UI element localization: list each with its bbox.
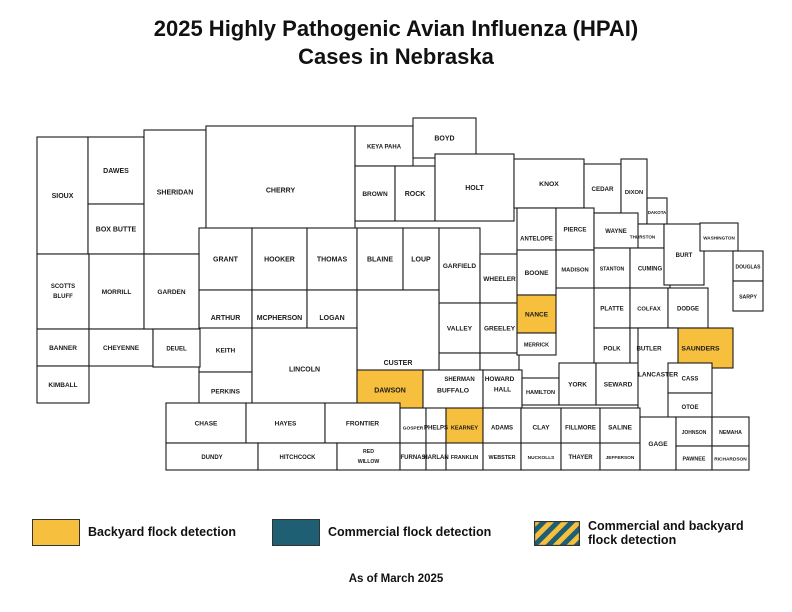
- svg-text:WASHINGTON: WASHINGTON: [703, 236, 735, 241]
- svg-text:CUSTER: CUSTER: [384, 360, 413, 367]
- svg-text:CHEYENNE: CHEYENNE: [103, 345, 140, 352]
- svg-text:YORK: YORK: [568, 382, 587, 389]
- svg-text:BLUFF: BLUFF: [53, 294, 73, 300]
- svg-text:RICHARDSON: RICHARDSON: [714, 457, 747, 463]
- svg-text:CLAY: CLAY: [532, 425, 550, 432]
- svg-text:DAKOTA: DAKOTA: [648, 210, 667, 215]
- svg-text:DUNDY: DUNDY: [201, 455, 222, 461]
- svg-text:BANNER: BANNER: [49, 345, 77, 352]
- svg-text:THOMAS: THOMAS: [317, 257, 348, 264]
- svg-text:SHERIDAN: SHERIDAN: [157, 190, 194, 197]
- svg-text:MERRICK: MERRICK: [524, 343, 549, 349]
- svg-text:DAWSON: DAWSON: [374, 388, 406, 395]
- svg-text:CHASE: CHASE: [195, 421, 218, 428]
- svg-text:SAUNDERS: SAUNDERS: [681, 346, 720, 353]
- svg-text:WHEELER: WHEELER: [483, 276, 516, 283]
- svg-text:CASS: CASS: [682, 377, 699, 383]
- svg-text:ROCK: ROCK: [405, 191, 426, 198]
- svg-text:BOX BUTTE: BOX BUTTE: [96, 227, 137, 234]
- svg-text:DOUGLAS: DOUGLAS: [736, 265, 762, 271]
- svg-text:BURT: BURT: [676, 253, 693, 259]
- svg-text:GARFIELD: GARFIELD: [443, 263, 477, 270]
- svg-text:SCOTTS: SCOTTS: [51, 284, 75, 290]
- svg-text:HAYES: HAYES: [275, 421, 297, 428]
- svg-text:GARDEN: GARDEN: [157, 289, 185, 296]
- svg-text:BUTLER: BUTLER: [636, 346, 662, 353]
- svg-text:KEYA PAHA: KEYA PAHA: [367, 145, 402, 151]
- svg-text:LOUP: LOUP: [411, 257, 431, 264]
- svg-text:BLAINE: BLAINE: [367, 257, 393, 264]
- svg-text:THAYER: THAYER: [568, 455, 593, 461]
- svg-text:HARLAN: HARLAN: [423, 455, 448, 461]
- svg-text:LINCOLN: LINCOLN: [289, 367, 320, 374]
- svg-text:MORRILL: MORRILL: [102, 289, 132, 296]
- svg-text:HOLT: HOLT: [465, 185, 484, 192]
- svg-text:WAYNE: WAYNE: [605, 229, 626, 235]
- svg-text:BROWN: BROWN: [362, 191, 388, 198]
- svg-text:KEARNEY: KEARNEY: [451, 426, 479, 432]
- svg-text:CUMING: CUMING: [638, 267, 663, 273]
- svg-text:MCPHERSON: MCPHERSON: [257, 315, 303, 322]
- svg-text:BOYD: BOYD: [434, 136, 454, 143]
- svg-text:OTOE: OTOE: [682, 405, 699, 411]
- svg-text:COLFAX: COLFAX: [637, 307, 661, 313]
- svg-text:ANTELOPE: ANTELOPE: [520, 237, 553, 243]
- svg-text:WILLOW: WILLOW: [358, 459, 380, 465]
- svg-text:KNOX: KNOX: [539, 181, 559, 188]
- svg-text:SEWARD: SEWARD: [604, 382, 633, 389]
- svg-text:RED: RED: [363, 449, 374, 455]
- svg-text:NANCE: NANCE: [525, 312, 549, 319]
- svg-text:PHELPS: PHELPS: [424, 426, 448, 432]
- svg-text:NUCKOLLS: NUCKOLLS: [528, 455, 555, 461]
- svg-text:CHERRY: CHERRY: [266, 188, 296, 195]
- svg-text:KIMBALL: KIMBALL: [48, 382, 77, 389]
- svg-text:HALL: HALL: [494, 387, 511, 394]
- svg-text:LANCASTER: LANCASTER: [638, 372, 678, 379]
- svg-text:BUFFALO: BUFFALO: [437, 388, 469, 395]
- svg-text:SARPY: SARPY: [739, 295, 757, 301]
- svg-text:FURNAS: FURNAS: [401, 455, 426, 461]
- svg-text:VALLEY: VALLEY: [447, 326, 473, 333]
- svg-text:ADAMS: ADAMS: [491, 426, 513, 432]
- svg-text:GRANT: GRANT: [213, 257, 239, 264]
- svg-text:FILLMORE: FILLMORE: [565, 426, 596, 432]
- svg-text:PLATTE: PLATTE: [600, 306, 624, 313]
- svg-text:PIERCE: PIERCE: [563, 227, 586, 234]
- svg-text:BOONE: BOONE: [525, 270, 550, 277]
- svg-text:GAGE: GAGE: [648, 441, 668, 448]
- svg-text:NEMAHA: NEMAHA: [719, 430, 742, 436]
- svg-text:HOWARD: HOWARD: [485, 376, 515, 383]
- svg-text:JOHNSON: JOHNSON: [682, 430, 707, 436]
- svg-text:JEFFERSON: JEFFERSON: [606, 455, 635, 461]
- svg-text:DEUEL: DEUEL: [166, 347, 187, 353]
- svg-text:GOSPER: GOSPER: [403, 426, 424, 432]
- svg-text:DODGE: DODGE: [677, 307, 699, 313]
- svg-text:ARTHUR: ARTHUR: [211, 315, 241, 322]
- svg-text:MADISON: MADISON: [561, 268, 588, 274]
- svg-text:CEDAR: CEDAR: [591, 186, 614, 193]
- svg-text:GREELEY: GREELEY: [484, 326, 516, 333]
- svg-text:HOOKER: HOOKER: [264, 257, 295, 264]
- svg-text:HAMILTON: HAMILTON: [526, 390, 555, 396]
- svg-text:WEBSTER: WEBSTER: [489, 455, 516, 461]
- svg-text:FRANKLIN: FRANKLIN: [451, 455, 479, 461]
- svg-text:DAWES: DAWES: [103, 168, 129, 175]
- svg-text:POLK: POLK: [603, 346, 621, 353]
- svg-text:SIOUX: SIOUX: [52, 193, 74, 200]
- svg-text:SALINE: SALINE: [608, 425, 633, 432]
- svg-text:FRONTIER: FRONTIER: [346, 421, 380, 428]
- svg-text:LOGAN: LOGAN: [319, 315, 344, 322]
- svg-text:KEITH: KEITH: [216, 348, 236, 355]
- svg-text:DIXON: DIXON: [625, 190, 643, 196]
- svg-text:STANTON: STANTON: [600, 267, 625, 273]
- svg-text:PERKINS: PERKINS: [211, 389, 241, 396]
- svg-text:THURSTON: THURSTON: [630, 235, 656, 240]
- svg-text:PAWNEE: PAWNEE: [683, 457, 706, 463]
- svg-text:HITCHCOCK: HITCHCOCK: [280, 455, 317, 461]
- svg-text:SHERMAN: SHERMAN: [444, 377, 474, 383]
